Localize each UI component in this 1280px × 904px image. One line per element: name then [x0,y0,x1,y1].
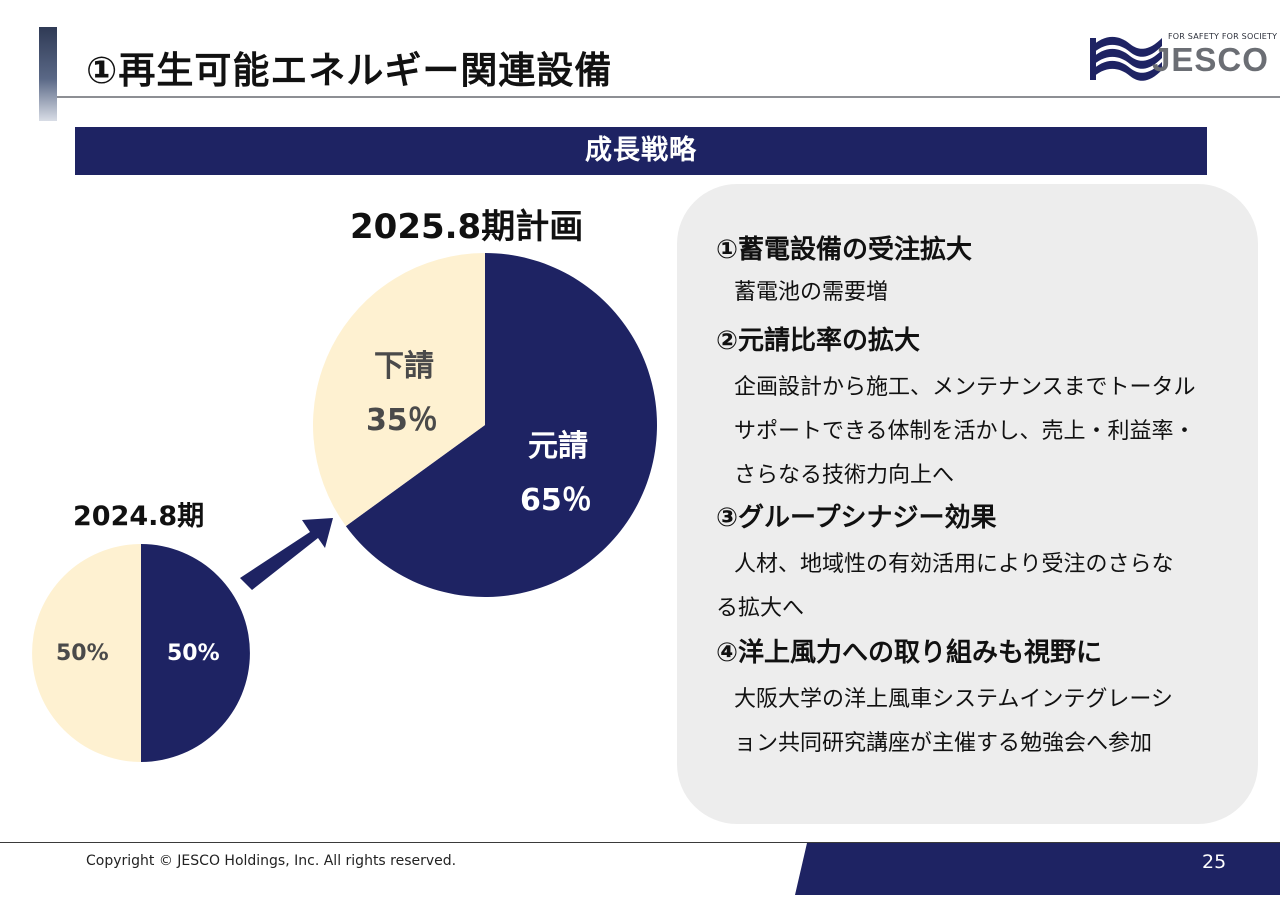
strategy-line: サポートできる体制を活かし、売上・利益率・ [734,419,1196,444]
strategy-heading-2: ②元請比率の拡大 [716,326,921,356]
footer-band [795,843,1280,895]
pie-2025-slice-1 [313,253,485,527]
strategy-heading-3: ③グループシナジー効果 [716,503,997,533]
strategy-line: さらなる技術力向上へ [734,463,955,488]
logo-name: JESCO [1152,41,1269,78]
footer-copyright: Copyright © JESCO Holdings, Inc. All rig… [86,853,457,869]
jesco-logo: FOR SAFETY FOR SOCIETY JESCO [1086,24,1277,84]
growth-arrow-icon [240,518,333,590]
section-title-bar: 成長戦略 [75,127,1207,175]
strategy-heading-1: ①蓄電設備の受注拡大 [716,235,973,265]
pie-2025-slice-0 [345,253,657,597]
strategy-line: 大阪大学の洋上風車システムインテグレーシ [734,687,1173,712]
title-accent-bar [39,27,57,121]
pie-chart-2025 [313,253,657,597]
slice-label-shitauke: 下請 [374,349,434,384]
slice-value-2024-left: 50% [56,641,109,666]
title-divider [57,96,1280,98]
strategy-panel [677,184,1258,824]
jesco-wave-logo-icon [1090,36,1162,81]
strategy-list: ①蓄電設備の受注拡大 蓄電池の需要増 ②元請比率の拡大 企画設計から施工、メンテ… [716,230,1236,766]
logo-tagline: FOR SAFETY FOR SOCIETY [1168,32,1278,41]
strategy-line: 人材、地域性の有効活用により受注のさらな [734,552,1174,577]
pie-2024-slice-1 [32,544,141,762]
strategy-heading-4: ④洋上風力への取り組みも視野に [716,638,1103,668]
page-number: 25 [1202,851,1227,873]
slice-value-motouke: 65％ [520,483,592,518]
page-title: ①再生可能エネルギー関連設備 [86,49,613,92]
slice-value-shitauke: 35％ [366,403,438,438]
slice-value-2024-right: 50% [167,641,220,666]
pie-charts [32,253,657,762]
strategy-line: 蓄電池の需要増 [734,280,889,305]
slice-label-motouke: 元請 [528,429,588,464]
pie-2024-slice-0 [141,544,250,762]
strategy-line: 企画設計から施工、メンテナンスまでトータル [734,375,1196,400]
strategy-line: る拡大へ [716,596,805,621]
strategy-line: ョン共同研究講座が主催する勉強会へ参加 [734,731,1153,756]
pie-2025-title: 2025.8期計画 [350,207,584,247]
footer-divider [0,842,1280,843]
pie-chart-2024 [32,544,250,762]
pie-2024-title: 2024.8期 [73,501,205,532]
